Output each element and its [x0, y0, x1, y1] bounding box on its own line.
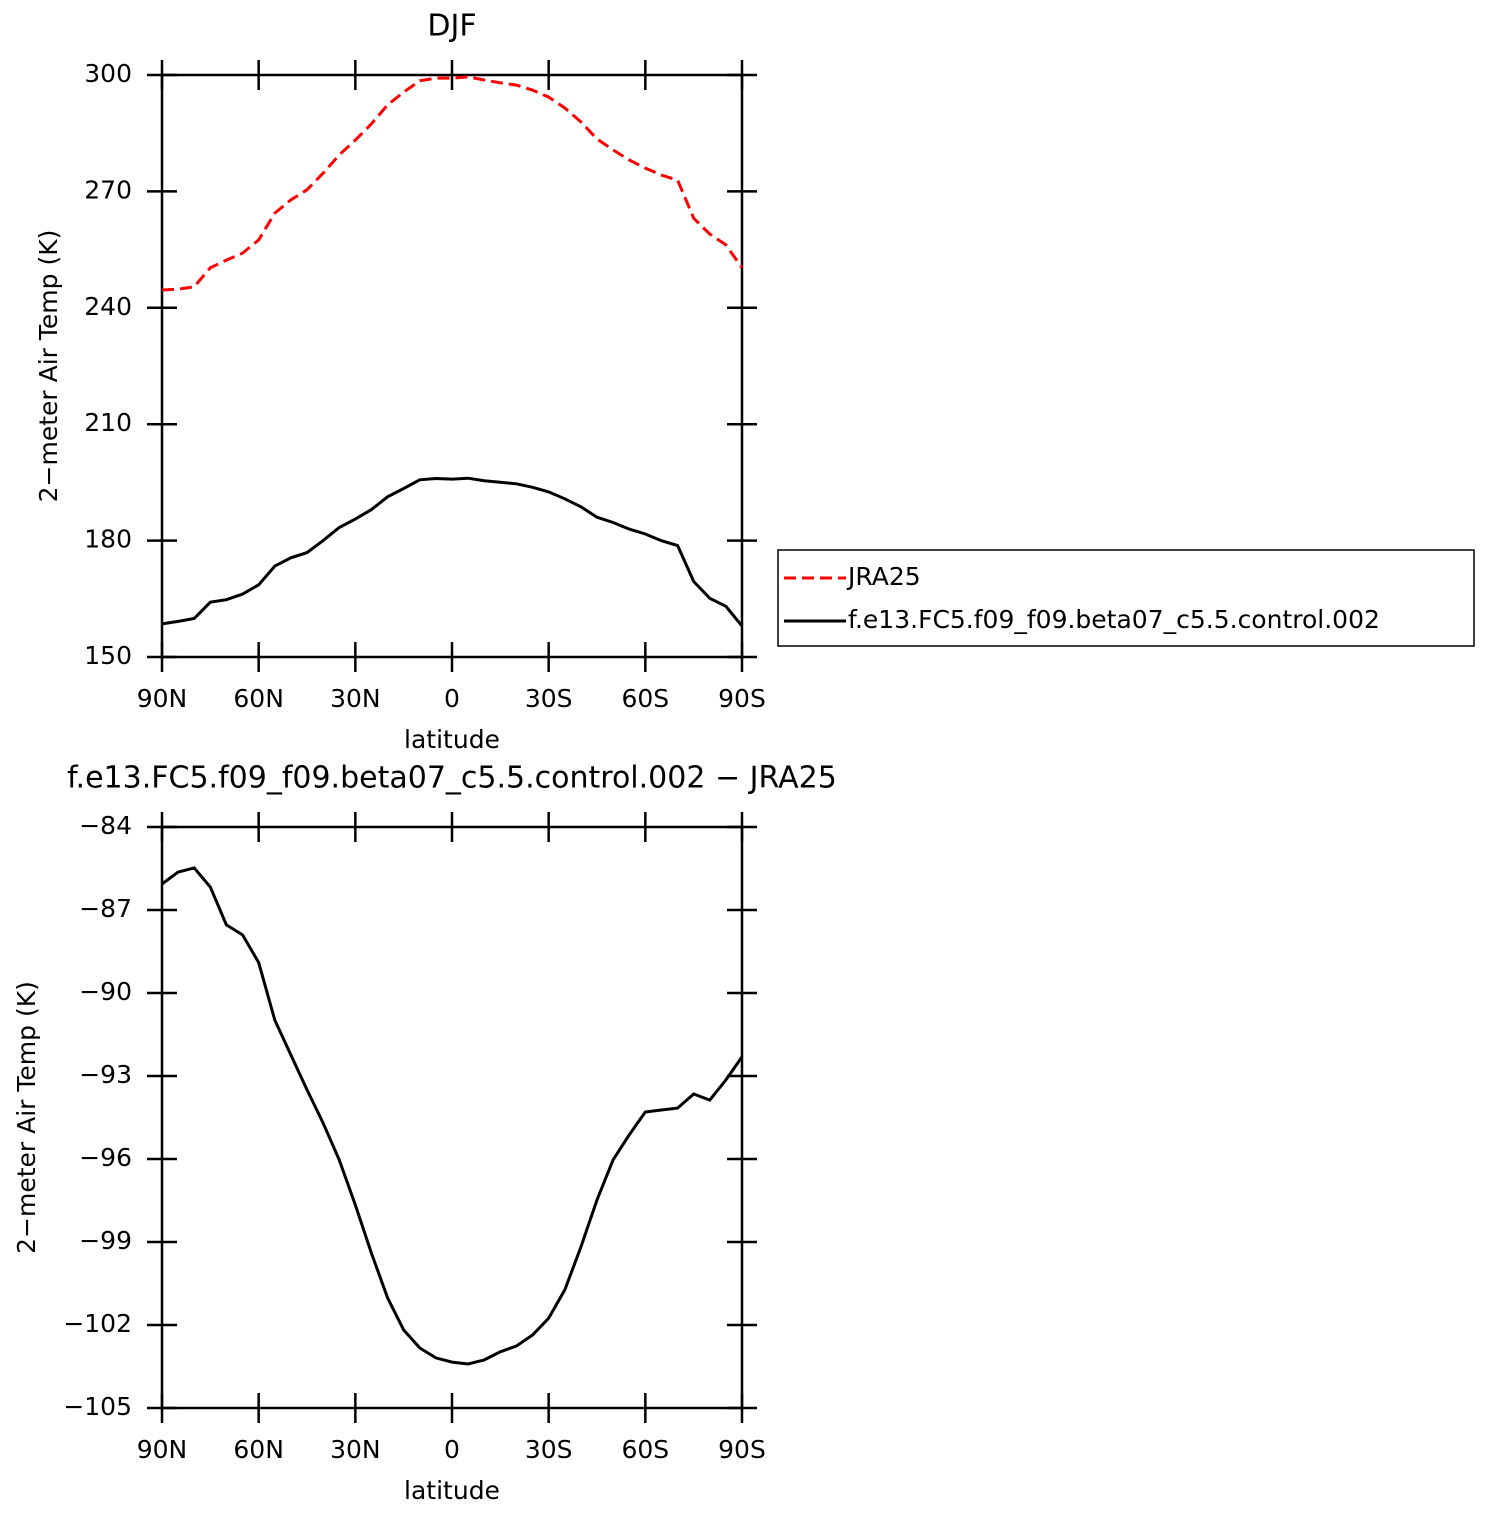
data-line [161, 866, 744, 1366]
plot-frame [160, 825, 744, 1410]
y-tick-label: 240 [84, 292, 132, 321]
y-tick-label: −93 [79, 1060, 132, 1089]
y-tick-label: 150 [84, 641, 132, 670]
y-tick-label: 270 [84, 175, 132, 204]
x-tick-label: 90S [718, 684, 766, 713]
data-line [161, 75, 744, 292]
legend-label: JRA25 [846, 562, 921, 591]
y-tick-label: 210 [84, 408, 132, 437]
y-tick-label: −102 [63, 1309, 132, 1338]
y-tick-label: 180 [84, 525, 132, 554]
y-axis-label: 2−meter Air Temp (K) [12, 981, 41, 1254]
y-axis-label: 2−meter Air Temp (K) [34, 230, 63, 503]
legend-label: f.e13.FC5.f09_f09.beta07_c5.5.control.00… [848, 605, 1380, 634]
x-tick-label: 60N [233, 684, 284, 713]
y-tick-label: 300 [84, 59, 132, 88]
y-tick-label: −99 [79, 1226, 132, 1255]
x-tick-label: 30N [330, 1435, 381, 1464]
plot-frame [160, 73, 744, 659]
x-tick-label: 30N [330, 684, 381, 713]
x-tick-label: 60N [233, 1435, 284, 1464]
y-tick-label: −87 [79, 894, 132, 923]
x-axis-label: latitude [404, 1476, 500, 1505]
x-tick-label: 0 [444, 1435, 460, 1464]
data-line [161, 476, 744, 627]
x-axis-label: latitude [404, 725, 500, 754]
x-tick-label: 90N [137, 684, 188, 713]
x-tick-label: 90N [137, 1435, 188, 1464]
x-tick-label: 30S [525, 1435, 573, 1464]
chart-title: DJF [427, 9, 476, 44]
chart-title: f.e13.FC5.f09_f09.beta07_c5.5.control.00… [67, 761, 837, 796]
legend-box [777, 549, 1475, 647]
y-tick-label: −90 [79, 977, 132, 1006]
x-tick-label: 60S [621, 684, 669, 713]
y-tick-label: −84 [79, 811, 132, 840]
x-tick-label: 90S [718, 1435, 766, 1464]
y-tick-label: −96 [79, 1143, 132, 1172]
x-tick-label: 0 [444, 684, 460, 713]
y-tick-label: −105 [63, 1392, 132, 1421]
x-tick-label: 60S [621, 1435, 669, 1464]
x-tick-label: 30S [525, 684, 573, 713]
